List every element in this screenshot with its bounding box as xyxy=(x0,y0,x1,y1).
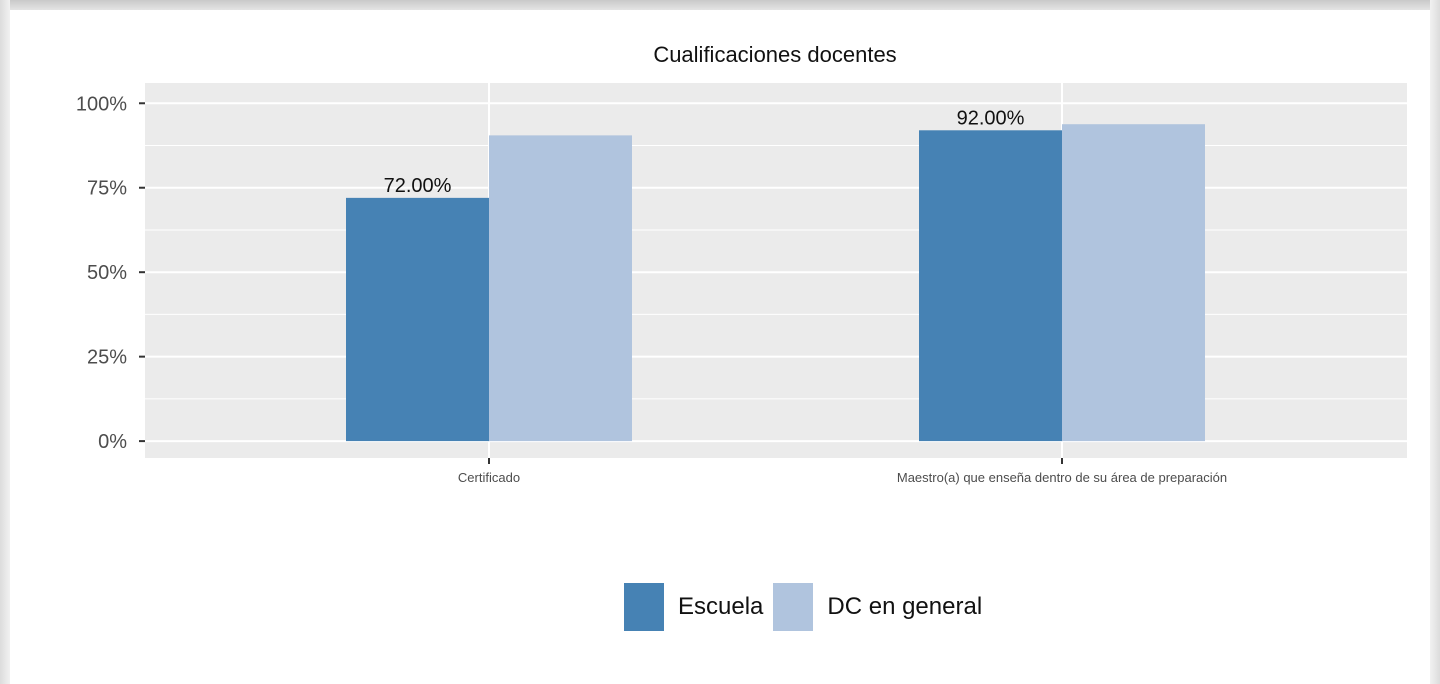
y-tick-label: 0% xyxy=(98,431,127,453)
chart-card: Cualificaciones docentes 72.00% 92.00% 0%… xyxy=(10,10,1430,684)
bar xyxy=(346,197,489,442)
bar xyxy=(919,130,1062,442)
legend-item-escuela: Escuela xyxy=(624,583,763,631)
bar xyxy=(1062,124,1205,442)
x-tick-label: Maestro(a) que enseña dentro de su área … xyxy=(897,470,1227,485)
x-axis: Certificado Maestro(a) que enseña dentro … xyxy=(458,458,1227,485)
data-label: 92.00% xyxy=(957,107,1025,129)
legend-swatch-dc-en-general xyxy=(773,583,814,631)
bar xyxy=(489,135,632,442)
y-axis: 0% 25% 50% 75% 100% xyxy=(76,93,145,453)
y-tick-label: 25% xyxy=(87,347,127,369)
legend: Escuela DC en general xyxy=(624,582,992,632)
y-tick-label: 50% xyxy=(87,262,127,284)
bar-chart: Cualificaciones docentes 72.00% 92.00% 0%… xyxy=(76,42,1407,485)
legend-label-dc-en-general: DC en general xyxy=(827,593,983,620)
left-border xyxy=(0,0,10,684)
y-tick-label: 100% xyxy=(76,93,127,115)
legend-label-escuela: Escuela xyxy=(678,593,764,620)
plot-panel xyxy=(145,83,1407,458)
legend-item-dc-en-general: DC en general xyxy=(773,583,982,631)
window-top-bar xyxy=(0,0,1440,10)
legend-swatch-escuela xyxy=(624,583,664,631)
right-border xyxy=(1430,0,1440,684)
bars xyxy=(346,124,1205,442)
chart-title: Cualificaciones docentes xyxy=(653,42,896,67)
x-tick-label: Certificado xyxy=(458,470,520,485)
data-labels: 72.00% 92.00% xyxy=(384,107,1025,197)
data-label: 72.00% xyxy=(384,175,452,197)
y-tick-label: 75% xyxy=(87,178,127,200)
